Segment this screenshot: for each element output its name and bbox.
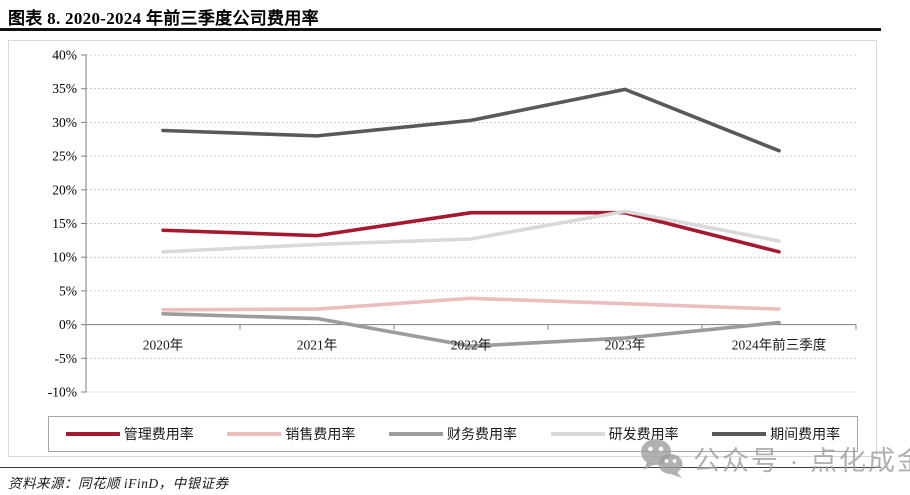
y-tick-label: 20% bbox=[52, 182, 77, 197]
y-tick-label: 25% bbox=[52, 149, 77, 164]
series-line-1 bbox=[161, 210, 781, 254]
expense-ratio-line-chart: 40% 35% 30% 25% 20% 15% 10% 5% 0% -5% -10% 2020年 202… bbox=[48, 48, 857, 400]
chart-legend: 管理费用率 销售费用率 财务费用率 研发费用率 期间费用率 bbox=[48, 416, 858, 452]
source-note: 资料来源：同花顺 iFinD，中银证券 bbox=[8, 476, 229, 491]
legend-label: 销售费用率 bbox=[285, 428, 356, 443]
y-tick-label: -10% bbox=[48, 385, 77, 400]
title-rule bbox=[0, 28, 881, 31]
series-line-3 bbox=[161, 312, 781, 348]
legend-item-3: 财务费用率 bbox=[388, 424, 517, 444]
legend-label: 管理费用率 bbox=[123, 428, 194, 443]
x-tick-label: 2024年前三季度 bbox=[732, 337, 827, 353]
legend-label: 期间费用率 bbox=[770, 428, 841, 443]
figure-title: 图表 8. 2020-2024 年前三季度公司费用率 bbox=[8, 9, 319, 28]
series-line-4 bbox=[161, 209, 781, 254]
chart-container: 40% 35% 30% 25% 20% 15% 10% 5% 0% -5% -10% 2020年 202… bbox=[8, 40, 877, 457]
legend-swatch bbox=[227, 432, 282, 436]
y-tick-label: 10% bbox=[52, 250, 77, 265]
y-tick-label: 40% bbox=[52, 48, 77, 63]
wechat-icon bbox=[641, 439, 683, 478]
watermark-text: 公众号 · 点化成金 bbox=[693, 445, 910, 476]
y-tick-label: 15% bbox=[52, 216, 77, 231]
legend-swatch bbox=[65, 432, 120, 436]
source-rule bbox=[0, 467, 881, 468]
series-line-5 bbox=[161, 87, 781, 153]
legend-item-2: 销售费用率 bbox=[227, 424, 355, 444]
legend-swatch bbox=[712, 432, 767, 436]
y-tick-label: 5% bbox=[59, 283, 77, 298]
x-tick-label: 2022年 bbox=[451, 338, 492, 353]
x-tick-label: 2021年 bbox=[297, 338, 338, 353]
y-tick-label: 30% bbox=[52, 115, 77, 130]
x-tick-label: 2020年 bbox=[143, 338, 184, 353]
legend-item-5: 期间费用率 bbox=[712, 424, 840, 444]
series-line-2 bbox=[161, 296, 781, 312]
y-tick-label: 35% bbox=[52, 81, 77, 96]
legend-item-1: 管理费用率 bbox=[65, 424, 194, 444]
legend-label: 财务费用率 bbox=[446, 428, 517, 443]
legend-swatch bbox=[388, 432, 443, 436]
x-tick-label: 2023年 bbox=[605, 338, 646, 353]
watermark: 公众号 · 点化成金 bbox=[637, 437, 910, 479]
legend-item-4: 研发费用率 bbox=[550, 424, 679, 444]
legend-swatch bbox=[550, 432, 605, 436]
y-tick-label: 0% bbox=[59, 317, 77, 332]
legend-label: 研发费用率 bbox=[608, 428, 679, 443]
y-tick-label: -5% bbox=[55, 351, 78, 366]
